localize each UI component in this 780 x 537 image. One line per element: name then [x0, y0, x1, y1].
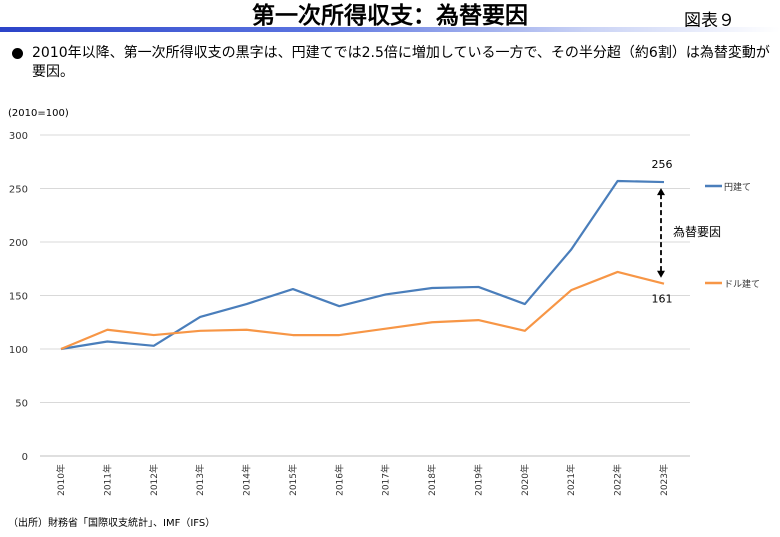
x-tick-label: 2013年 — [194, 464, 206, 496]
y-tick-label: 200 — [9, 238, 28, 249]
y-tick-label: 250 — [9, 185, 28, 196]
figure-label: 図表９ — [684, 11, 735, 31]
series-line-dollar — [60, 270, 665, 351]
x-tick-label: 2018年 — [426, 464, 438, 496]
x-tick-label: 2023年 — [658, 464, 670, 496]
x-tick-label: 2015年 — [287, 464, 299, 496]
y-tick-label: 50 — [15, 399, 28, 410]
x-tick-label: 2021年 — [565, 464, 577, 496]
arrow-label: 為替要因 — [673, 225, 721, 239]
bullet-dot-icon — [12, 48, 23, 59]
page-title: 第一次所得収支：為替要因 — [252, 3, 528, 29]
legend-label: ドル建て — [724, 278, 760, 290]
arrow-down-icon — [657, 270, 665, 278]
x-tick-label: 2017年 — [380, 464, 392, 496]
x-tick-label: 2016年 — [333, 464, 345, 496]
x-tick-label: 2019年 — [472, 464, 484, 496]
title-underline — [0, 27, 780, 32]
summary-bullet: 2010年以降、第一次所得収支の黒字は、円建てでは2.5倍に増加している一方で、… — [12, 44, 777, 82]
summary-text: 2010年以降、第一次所得収支の黒字は、円建てでは2.5倍に増加している一方で、… — [32, 45, 770, 80]
x-tick-label: 2010年 — [55, 464, 67, 496]
x-tick-label: 2011年 — [101, 464, 113, 496]
y-tick-label: 0 — [22, 452, 28, 463]
x-tick-label: 2012年 — [148, 464, 160, 496]
y-tick-label: 100 — [9, 345, 28, 356]
x-tick-label: 2014年 — [241, 464, 253, 496]
arrow-up-icon — [657, 188, 665, 196]
x-tick-label: 2020年 — [519, 464, 531, 496]
y-tick-label: 150 — [9, 292, 28, 303]
legend-label: 円建て — [724, 181, 751, 193]
y-tick-label: 300 — [9, 131, 28, 142]
y-axis-unit: (2010=100) — [8, 108, 69, 119]
yen-end-label: 256 — [652, 158, 673, 171]
x-tick-label: 2022年 — [612, 464, 624, 496]
series-line-yen — [60, 179, 665, 351]
dollar-end-label: 161 — [652, 293, 673, 306]
source-note: （出所）財務省「国際収支統計」、IMF（IFS） — [8, 518, 216, 529]
